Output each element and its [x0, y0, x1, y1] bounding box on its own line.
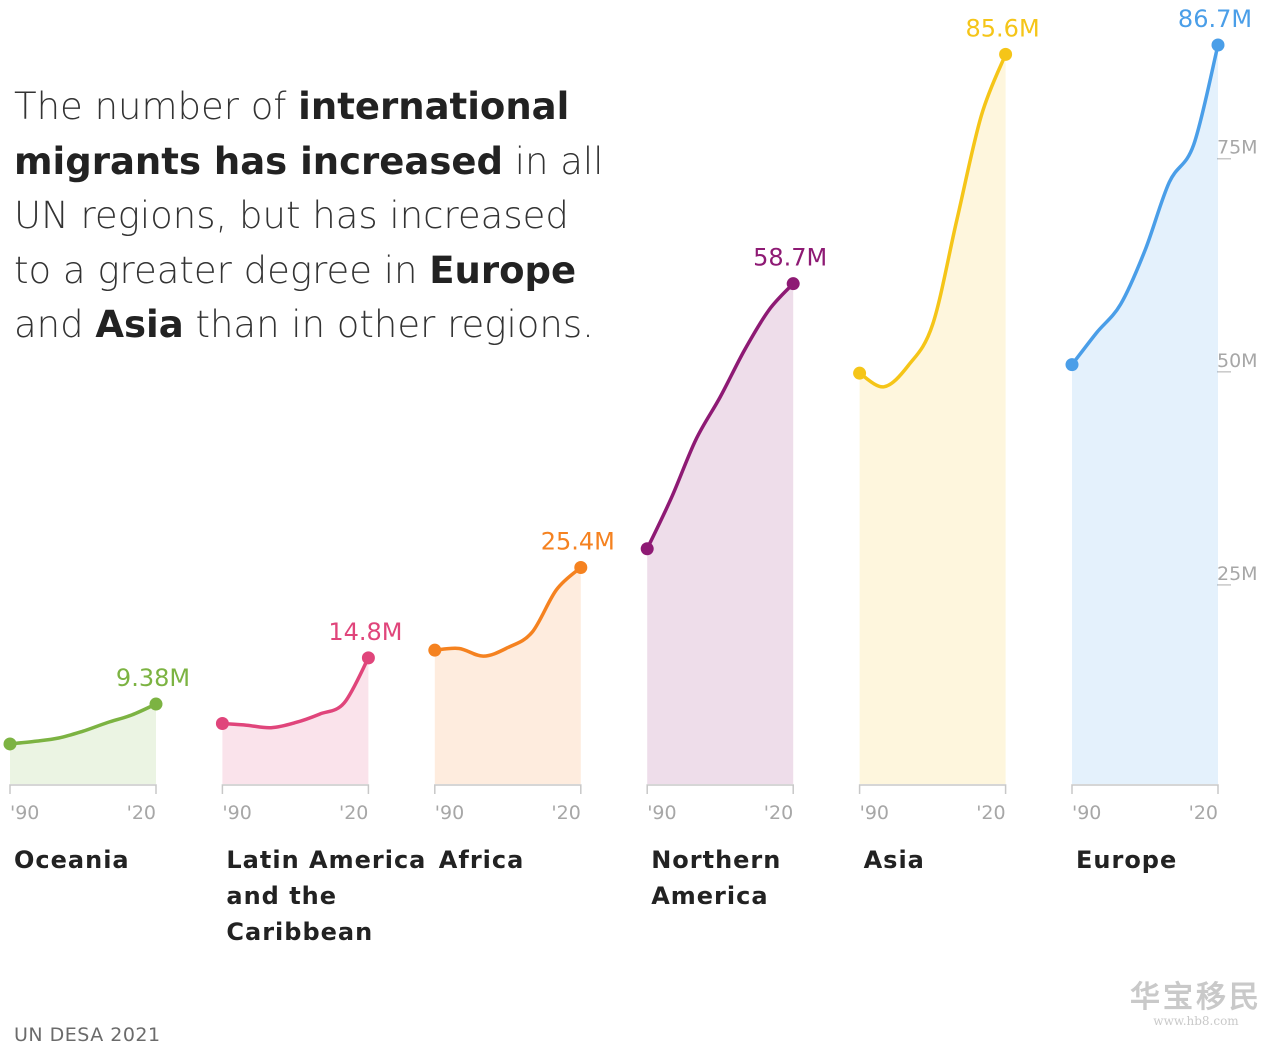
baseline-europe	[1071, 784, 1219, 794]
tick-end-asia: '20	[976, 802, 1005, 824]
line-oceania	[8, 702, 158, 746]
tick-start-asia: '90	[860, 802, 889, 824]
y-tick-label-75M: 75M	[1217, 137, 1258, 159]
tick-start-africa: '90	[435, 802, 464, 824]
region-label-europe: Europe	[1076, 846, 1177, 874]
area-africa	[434, 567, 581, 784]
migrants-area-chart: 25M 50M 75M 9.38M '90 '20 Oceania 14.8M '90 '20 L…	[3, 5, 1258, 946]
region-label-northern-america: Northern America	[651, 846, 781, 910]
baseline-africa	[434, 784, 582, 794]
headline-text-2: in all UN regions, but has increased to …	[14, 139, 604, 292]
headline-text-3: and	[14, 303, 96, 347]
point-end-asia	[999, 47, 1013, 61]
headline-bold-migrants: international migrants has increased	[14, 85, 570, 183]
tick-end-oceania: '20	[127, 802, 156, 824]
point-start-northern-america	[640, 542, 654, 556]
line-asia	[857, 52, 1008, 389]
panel-oceania: 9.38M '90 '20 Oceania	[3, 664, 190, 874]
region-label-asia: Asia	[864, 846, 925, 874]
panel-latin-america-and-the-caribbean: 14.8M '90 '20 Latin America and the Caribbean	[215, 618, 426, 946]
y-tick-label-50M: 50M	[1217, 350, 1258, 372]
headline-bold-asia: Asia	[95, 303, 184, 347]
panel-africa: 25.4M '90 '20 Africa	[428, 527, 615, 874]
tick-start-latin-america-and-the-caribbean: '90	[222, 802, 251, 824]
area-asia	[859, 54, 1006, 784]
point-start-oceania	[3, 737, 17, 751]
baseline-northern-america	[646, 784, 794, 794]
point-end-africa	[574, 560, 588, 574]
watermark-url: www.hb8.com	[1153, 1014, 1239, 1028]
point-end-latin-america-and-the-caribbean	[361, 651, 375, 665]
area-oceania	[10, 704, 156, 784]
tick-start-oceania: '90	[10, 802, 39, 824]
headline-bold-europe: Europe	[429, 248, 577, 292]
point-end-northern-america	[786, 277, 800, 291]
watermark: 华宝移民 www.hb8.com	[1130, 972, 1262, 1028]
panel-europe: 86.7M '90 '20 Europe	[1065, 5, 1252, 874]
tick-end-africa: '20	[551, 802, 580, 824]
point-start-latin-america-and-the-caribbean	[215, 716, 229, 730]
headline: The number of international migrants has…	[14, 80, 614, 353]
area-latin-america-and-the-caribbean	[222, 657, 369, 784]
tick-end-europe: '20	[1189, 802, 1218, 824]
point-start-africa	[428, 643, 442, 657]
headline-text-1: The number of	[14, 85, 299, 128]
point-start-asia	[853, 366, 867, 380]
value-label-northern-america: 58.7M	[753, 244, 827, 272]
panel-asia: 85.6M '90 '20 Asia	[853, 14, 1040, 874]
baseline-asia	[858, 784, 1007, 794]
tick-start-europe: '90	[1072, 802, 1101, 824]
line-africa	[433, 565, 583, 658]
value-label-asia: 85.6M	[966, 14, 1040, 42]
area-northern-america	[647, 283, 794, 784]
tick-end-latin-america-and-the-caribbean: '20	[339, 802, 368, 824]
point-end-europe	[1211, 38, 1225, 52]
region-label-oceania: Oceania	[14, 846, 130, 874]
tick-start-northern-america: '90	[647, 802, 676, 824]
point-end-oceania	[149, 697, 163, 711]
source-credit: UN DESA 2021	[14, 1024, 161, 1046]
watermark-text: 华宝移民	[1130, 980, 1262, 1015]
line-northern-america	[645, 281, 795, 551]
baseline-latin-america-and-the-caribbean	[221, 784, 370, 794]
value-label-africa: 25.4M	[541, 527, 615, 555]
area-europe	[1072, 45, 1218, 784]
region-label-latin-america-and-the-caribbean: Latin America and the Caribbean	[226, 846, 426, 946]
line-europe	[1070, 43, 1220, 367]
headline-text-4: than in other regions.	[183, 303, 594, 347]
value-label-latin-america-and-the-caribbean: 14.8M	[328, 618, 402, 646]
value-label-europe: 86.7M	[1178, 5, 1252, 33]
region-label-africa: Africa	[439, 846, 525, 874]
point-start-europe	[1065, 358, 1079, 372]
panel-northern-america: 58.7M '90 '20 Northern America	[640, 244, 827, 910]
value-label-oceania: 9.38M	[116, 664, 190, 692]
region-panels: 9.38M '90 '20 Oceania 14.8M '90 '20 Latin Ameri…	[3, 5, 1252, 946]
tick-end-northern-america: '20	[764, 802, 793, 824]
y-tick-label-25M: 25M	[1217, 563, 1258, 585]
line-latin-america-and-the-caribbean	[220, 656, 371, 730]
y-axis: 25M 50M 75M	[1217, 137, 1258, 586]
baseline-oceania	[9, 784, 157, 794]
